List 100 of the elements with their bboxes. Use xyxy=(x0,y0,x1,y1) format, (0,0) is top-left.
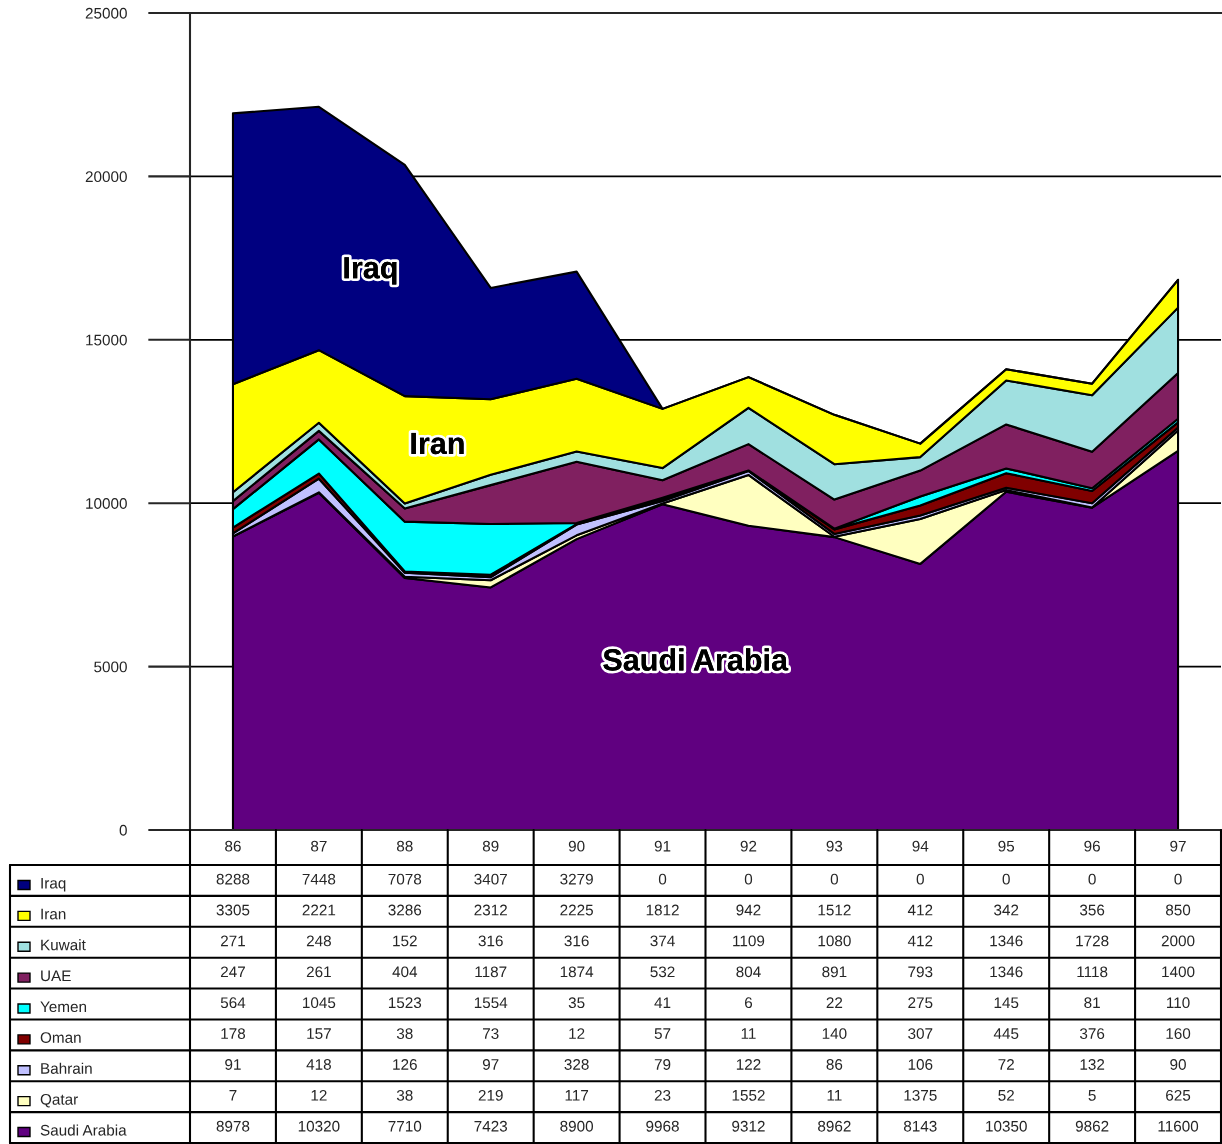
annotation: Iraq xyxy=(344,257,397,285)
data-label: 8143 xyxy=(903,1120,937,1132)
data-label: 110 xyxy=(1167,997,1190,1009)
data-label: 0 xyxy=(744,873,753,885)
data-label: 7 xyxy=(229,1090,237,1101)
data-label: 247 xyxy=(220,966,245,978)
data-label: 1346 xyxy=(990,966,1023,978)
data-label: 1552 xyxy=(732,1089,765,1101)
x-tick-label: 88 xyxy=(396,840,413,852)
data-label: 38 xyxy=(396,1028,413,1039)
data-label: 1080 xyxy=(818,935,851,947)
data-label: 0 xyxy=(1002,873,1010,885)
data-label: 804 xyxy=(736,966,761,978)
data-label: 564 xyxy=(220,997,246,1009)
legend-label: Qatar xyxy=(40,1093,78,1108)
data-label: 412 xyxy=(907,935,933,947)
data-label: 3279 xyxy=(560,873,593,885)
data-label: 404 xyxy=(392,966,418,978)
x-tick-label: 90 xyxy=(568,840,585,852)
x-tick-label: 93 xyxy=(826,840,843,852)
legend-label: Iran xyxy=(41,908,66,920)
data-label: 1045 xyxy=(303,997,336,1009)
data-label: 41 xyxy=(654,997,671,1008)
data-label: 12 xyxy=(311,1089,327,1101)
x-tick-label: 94 xyxy=(912,840,929,852)
data-label: 356 xyxy=(1079,904,1105,916)
data-label: 23 xyxy=(654,1089,671,1101)
x-tick-label: 97 xyxy=(1170,840,1186,852)
y-tick-label: 0 xyxy=(119,824,127,836)
data-label: 2000 xyxy=(1161,935,1195,947)
annotation: Saudi Arabia xyxy=(603,648,789,671)
data-label: 418 xyxy=(306,1059,331,1070)
data-label: 328 xyxy=(564,1059,589,1070)
data-label: 1512 xyxy=(818,904,851,916)
data-label: 3286 xyxy=(388,904,422,916)
data-label: 3305 xyxy=(216,904,250,916)
data-label: 22 xyxy=(826,997,843,1008)
data-label: 11 xyxy=(827,1090,842,1101)
data-label: 2221 xyxy=(302,904,336,916)
data-label: 10350 xyxy=(986,1120,1027,1132)
x-tick-label: 95 xyxy=(998,840,1015,852)
data-label: 11 xyxy=(741,1028,756,1039)
data-label: 8288 xyxy=(216,873,250,885)
data-label: 1118 xyxy=(1077,966,1108,978)
data-label: 126 xyxy=(393,1059,417,1070)
data-label: 8900 xyxy=(560,1120,594,1132)
data-label: 271 xyxy=(220,935,245,947)
legend-label: Saudi Arabia xyxy=(40,1124,127,1136)
legend-label: UAE xyxy=(41,970,71,982)
data-label: 160 xyxy=(1166,1028,1191,1039)
data-label: 1554 xyxy=(474,997,508,1009)
data-label: 1375 xyxy=(904,1089,937,1101)
data-label: 261 xyxy=(306,966,331,978)
y-tick-label: 20000 xyxy=(85,171,127,183)
data-label: 81 xyxy=(1084,997,1100,1009)
x-tick-label: 86 xyxy=(225,840,241,852)
data-label: 57 xyxy=(654,1028,671,1039)
legend-label: Oman xyxy=(40,1032,81,1043)
data-label: 9968 xyxy=(646,1120,679,1132)
data-label: 0 xyxy=(830,873,839,885)
data-label: 625 xyxy=(1166,1089,1191,1101)
x-tick-label: 89 xyxy=(482,840,499,852)
data-label: 152 xyxy=(393,935,417,947)
data-label: 9862 xyxy=(1075,1120,1109,1132)
data-label: 942 xyxy=(736,904,761,916)
data-label: 445 xyxy=(993,1028,1019,1039)
legend-label: Bahrain xyxy=(41,1062,92,1074)
data-label: 5 xyxy=(1088,1090,1096,1101)
legend-label: Yemen xyxy=(40,1001,87,1013)
data-label: 2225 xyxy=(560,904,593,916)
data-label: 793 xyxy=(908,966,933,978)
data-label: 2312 xyxy=(474,904,507,916)
data-label: 52 xyxy=(998,1089,1014,1101)
data-label: 374 xyxy=(650,935,675,947)
data-label: 6 xyxy=(744,997,753,1009)
data-label: 90 xyxy=(1170,1059,1186,1070)
data-label: 9312 xyxy=(732,1120,765,1132)
data-label: 1109 xyxy=(733,935,765,947)
data-label: 342 xyxy=(994,904,1019,916)
data-label: 307 xyxy=(908,1028,933,1039)
data-label: 11600 xyxy=(1158,1120,1199,1132)
annotation: Iran xyxy=(411,432,464,455)
data-label: 145 xyxy=(994,997,1019,1009)
data-label: 1812 xyxy=(646,904,679,916)
data-label: 0 xyxy=(1174,873,1182,885)
legend-label: Kuwait xyxy=(41,939,86,951)
data-label: 12 xyxy=(569,1028,585,1039)
data-label: 1874 xyxy=(560,966,594,978)
data-label: 7710 xyxy=(388,1120,422,1132)
data-label: 1728 xyxy=(1076,935,1109,947)
data-label: 132 xyxy=(1080,1059,1105,1070)
data-label: 1346 xyxy=(990,935,1023,947)
data-label: 8978 xyxy=(216,1120,250,1132)
data-label: 140 xyxy=(822,1028,847,1039)
data-label: 850 xyxy=(1165,904,1191,916)
data-label: 117 xyxy=(565,1090,589,1101)
data-label: 1523 xyxy=(388,997,422,1009)
data-label: 532 xyxy=(650,966,675,978)
data-label: 891 xyxy=(822,966,847,978)
x-tick-label: 87 xyxy=(311,840,327,852)
